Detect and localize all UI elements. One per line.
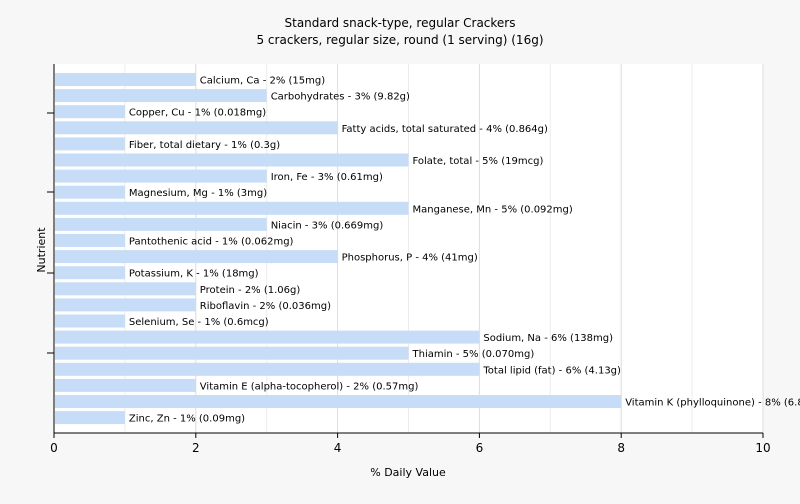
bar xyxy=(55,73,196,86)
bar xyxy=(55,298,196,312)
bar-label: Niacin - 3% (0.669mg) xyxy=(271,220,384,231)
bar xyxy=(55,121,338,135)
bar xyxy=(55,266,125,280)
bar-label: Phosphorus, P - 4% (41mg) xyxy=(342,253,478,264)
bar-label: Iron, Fe - 3% (0.61mg) xyxy=(271,172,383,183)
bar-label: Selenium, Se - 1% (0.6mcg) xyxy=(129,317,269,328)
bar-label: Carbohydrates - 3% (9.82g) xyxy=(271,92,410,103)
bar xyxy=(55,411,125,425)
bar-label: Thiamin - 5% (0.070mg) xyxy=(412,349,535,360)
x-tick-label: 8 xyxy=(617,441,625,455)
bar xyxy=(55,314,125,328)
bar xyxy=(55,169,267,183)
x-tick-label: 10 xyxy=(755,441,770,455)
bar xyxy=(55,282,196,296)
bar-label: Fatty acids, total saturated - 4% (0.864… xyxy=(342,124,548,135)
x-tick-label: 6 xyxy=(476,441,484,455)
bar-label: Fiber, total dietary - 1% (0.3g) xyxy=(129,140,280,151)
chart-subtitle: 5 crackers, regular size, round (1 servi… xyxy=(256,33,543,47)
bar xyxy=(55,137,125,151)
bar-label: Vitamin K (phylloquinone) - 8% (6.8mcg) xyxy=(625,398,800,409)
bar-label: Zinc, Zn - 1% (0.09mg) xyxy=(129,414,245,425)
bar-label: Pantothenic acid - 1% (0.062mg) xyxy=(129,237,294,248)
bar-label: Protein - 2% (1.06g) xyxy=(200,285,301,296)
bar xyxy=(55,378,196,392)
bar-label: Folate, total - 5% (19mcg) xyxy=(413,156,544,167)
y-axis-title: Nutrient xyxy=(35,227,48,273)
bar xyxy=(55,217,267,231)
bar-label: Calcium, Ca - 2% (15mg) xyxy=(200,76,325,87)
bar xyxy=(55,330,480,344)
x-axis-title: % Daily Value xyxy=(370,466,446,479)
x-tick-label: 0 xyxy=(50,441,58,455)
bar xyxy=(55,89,267,103)
bar xyxy=(55,234,125,247)
bar xyxy=(55,395,622,408)
bar-label: Riboflavin - 2% (0.036mg) xyxy=(200,301,331,312)
bar-label: Manganese, Mn - 5% (0.092mg) xyxy=(413,204,573,215)
bar xyxy=(55,346,409,360)
bar-label: Magnesium, Mg - 1% (3mg) xyxy=(129,188,267,199)
bar-label: Total lipid (fat) - 6% (4.13g) xyxy=(482,365,621,376)
bar-label: Sodium, Na - 6% (138mg) xyxy=(483,333,613,344)
bar xyxy=(55,105,125,119)
x-tick-label: 2 xyxy=(192,441,200,455)
bar-label: Copper, Cu - 1% (0.018mg) xyxy=(129,108,266,119)
bar xyxy=(55,362,480,376)
chart-title: Standard snack-type, regular Crackers xyxy=(285,16,516,30)
x-tick-label: 4 xyxy=(334,441,342,455)
bar xyxy=(55,201,409,215)
bar-label: Potassium, K - 1% (18mg) xyxy=(129,269,259,280)
bar xyxy=(55,250,338,264)
bar xyxy=(55,185,125,199)
bar-label: Vitamin E (alpha-tocopherol) - 2% (0.57m… xyxy=(200,381,419,392)
bar xyxy=(55,153,409,167)
